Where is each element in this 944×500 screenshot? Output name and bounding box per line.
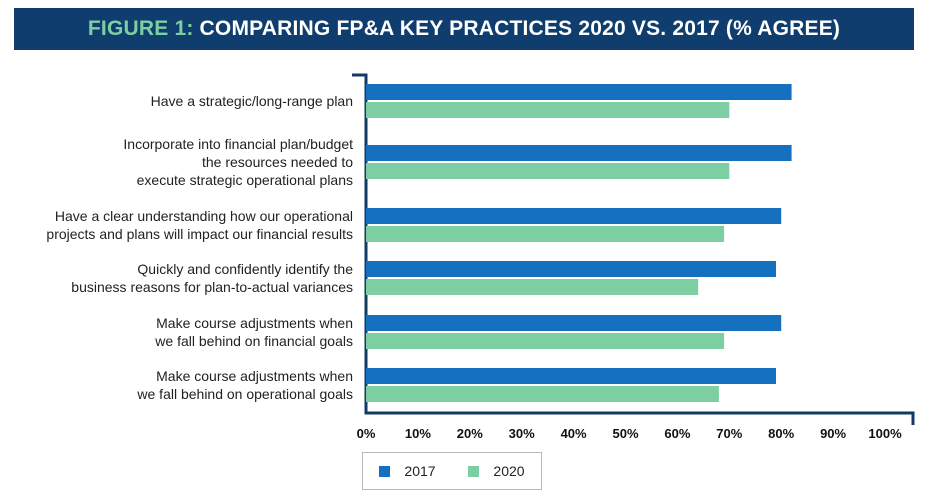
- legend-swatch-2017: [379, 465, 391, 477]
- figure-title: COMPARING FP&A KEY PRACTICES 2020 VS. 20…: [199, 17, 841, 40]
- category-label: Make course adjustments when: [156, 368, 353, 384]
- category-label: Have a clear understanding how our opera…: [55, 208, 353, 224]
- x-tick-label: 90%: [820, 426, 846, 441]
- x-tick-label: 60%: [664, 426, 690, 441]
- chart-axes: [352, 73, 915, 425]
- bar-2020: [366, 386, 719, 402]
- legend: 2017 2020: [362, 452, 542, 490]
- bar-2020: [366, 163, 730, 179]
- legend-label-2020: 2020: [493, 463, 525, 479]
- category-label: business reasons for plan-to-actual vari…: [71, 279, 353, 295]
- bar-2020: [366, 333, 725, 349]
- category-label: Quickly and confidently identify the: [137, 261, 353, 277]
- category-label: Have a strategic/long-range plan: [151, 93, 353, 109]
- legend-item-2017: 2017: [379, 463, 436, 479]
- x-tick-label: 0%: [357, 426, 376, 441]
- figure-number: FIGURE 1:: [87, 17, 194, 40]
- x-tick-label: 10%: [405, 426, 431, 441]
- bar-2017: [366, 368, 777, 384]
- category-label: execute strategic operational plans: [137, 172, 353, 188]
- x-tick-label: 40%: [561, 426, 587, 441]
- x-tick-label: 100%: [868, 426, 902, 441]
- bar-2020: [366, 102, 730, 118]
- x-tick-label: 70%: [716, 426, 742, 441]
- legend-label-2017: 2017: [404, 463, 436, 479]
- bar-2020: [366, 226, 725, 242]
- bar-2017: [366, 145, 792, 161]
- bar-2020: [366, 279, 699, 295]
- legend-swatch-2020: [468, 465, 480, 477]
- bar-2017: [366, 261, 777, 277]
- x-tick-label: 20%: [457, 426, 483, 441]
- x-tick-label: 30%: [509, 426, 535, 441]
- category-label: Incorporate into financial plan/budget: [123, 136, 353, 152]
- category-label: projects and plans will impact our finan…: [46, 226, 353, 242]
- category-label: we fall behind on operational goals: [136, 386, 353, 402]
- bar-2017: [366, 208, 782, 224]
- bar-2017: [366, 315, 782, 331]
- category-label: the resources needed to: [202, 154, 353, 170]
- category-label: Make course adjustments when: [156, 315, 353, 331]
- legend-item-2020: 2020: [468, 463, 525, 479]
- x-tick-label: 80%: [768, 426, 794, 441]
- bar-2017: [366, 84, 792, 100]
- x-tick-label: 50%: [612, 426, 638, 441]
- figure-title-banner: FIGURE 1: COMPARING FP&A KEY PRACTICES 2…: [14, 8, 914, 50]
- category-label: we fall behind on financial goals: [154, 333, 353, 349]
